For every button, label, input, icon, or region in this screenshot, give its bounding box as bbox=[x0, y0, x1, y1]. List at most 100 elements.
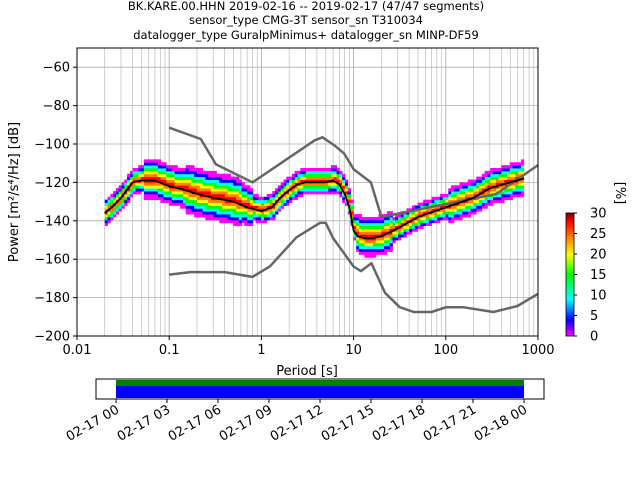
psd-cell bbox=[155, 162, 159, 166]
psd-cell bbox=[370, 242, 374, 247]
psd-cell bbox=[171, 165, 175, 169]
psd-cell bbox=[509, 193, 513, 198]
y-axis-label: Power [m²/s⁴/Hz] [dB] bbox=[7, 122, 22, 262]
psd-cell bbox=[129, 188, 134, 192]
psd-cell bbox=[210, 193, 215, 198]
psd-cell bbox=[515, 168, 519, 172]
psd-cell bbox=[333, 188, 337, 192]
psd-cell bbox=[356, 245, 360, 250]
psd-cell bbox=[174, 199, 178, 203]
psd-cell bbox=[370, 248, 374, 252]
psd-cell bbox=[308, 182, 312, 186]
psd-cell bbox=[431, 211, 435, 215]
psd-cell bbox=[249, 219, 254, 224]
psd-cell bbox=[367, 248, 371, 252]
psd-cell bbox=[361, 225, 365, 229]
psd-cell bbox=[199, 196, 203, 201]
psd-cell bbox=[174, 193, 178, 198]
psd-cell bbox=[456, 205, 460, 209]
psd-cell bbox=[289, 196, 293, 201]
psd-cell bbox=[384, 237, 388, 241]
psd-cell bbox=[492, 193, 497, 198]
psd-cell bbox=[512, 170, 516, 175]
psd-cell bbox=[378, 251, 382, 255]
psd-cell bbox=[319, 168, 324, 172]
psd-cell bbox=[216, 214, 220, 218]
psd-cell bbox=[364, 216, 368, 221]
psd-cell bbox=[297, 193, 301, 198]
psd-cell bbox=[252, 202, 256, 206]
psd-cell bbox=[498, 182, 502, 186]
psd-cell bbox=[194, 199, 198, 203]
psd-cell bbox=[160, 199, 164, 203]
psd-cell bbox=[146, 196, 150, 201]
psd-cell bbox=[303, 168, 307, 172]
psd-cell bbox=[174, 185, 178, 189]
psd-cell bbox=[370, 251, 374, 255]
psd-cell bbox=[118, 188, 122, 192]
psd-cell bbox=[386, 242, 391, 247]
psd-cell bbox=[177, 176, 181, 180]
psd-cell bbox=[490, 176, 494, 180]
psd-cell bbox=[160, 170, 164, 175]
psd-cell bbox=[286, 196, 290, 201]
model-lines bbox=[104, 126, 539, 314]
psd-cell bbox=[364, 240, 368, 244]
psd-cell bbox=[205, 214, 209, 218]
psd-cell bbox=[439, 193, 444, 198]
psd-cell bbox=[168, 202, 173, 206]
psd-cell bbox=[445, 216, 449, 221]
psd-cell bbox=[199, 214, 203, 218]
psd-cell bbox=[277, 208, 282, 212]
psd-cell bbox=[286, 179, 290, 183]
psd-cell bbox=[512, 165, 516, 169]
psd-cell bbox=[364, 225, 368, 229]
psd-cell bbox=[138, 188, 142, 192]
psd-cell bbox=[115, 191, 120, 195]
psd-cell bbox=[174, 176, 178, 180]
psd-cell bbox=[224, 188, 229, 192]
psd-cell bbox=[238, 185, 243, 189]
psd-cell bbox=[342, 179, 346, 183]
psd-cell bbox=[459, 193, 463, 198]
psd-cell bbox=[358, 240, 363, 244]
psd-cell bbox=[219, 188, 223, 192]
psd-cell bbox=[135, 191, 139, 195]
psd-cell bbox=[182, 202, 187, 206]
psd-cell bbox=[185, 170, 189, 175]
psd-cell bbox=[185, 208, 189, 212]
psd-cell bbox=[199, 211, 203, 215]
psd-cell bbox=[230, 196, 234, 201]
psd-cell bbox=[113, 205, 117, 209]
psd-cell bbox=[367, 254, 371, 258]
psd-cell bbox=[311, 182, 315, 186]
psd-cell bbox=[199, 170, 203, 175]
psd-cell bbox=[403, 216, 407, 221]
psd-cell bbox=[283, 179, 287, 183]
psd-cell bbox=[462, 188, 466, 192]
psd-cell bbox=[196, 173, 201, 178]
psd-cell bbox=[481, 199, 486, 203]
psd-cell bbox=[358, 214, 363, 218]
psd-cell bbox=[467, 205, 472, 209]
psd-cell bbox=[157, 185, 162, 189]
psd-cell bbox=[470, 188, 474, 192]
psd-cell bbox=[227, 211, 231, 215]
psd-cell bbox=[350, 214, 354, 218]
psd-cell bbox=[518, 193, 522, 198]
psd-cell bbox=[196, 179, 201, 183]
psd-cell bbox=[498, 176, 502, 180]
psd-cell bbox=[233, 211, 237, 215]
psd-cell bbox=[191, 205, 195, 209]
psd-cell bbox=[146, 170, 150, 175]
time-tick-label: 02-17 15 bbox=[319, 402, 377, 444]
y-tick-label: −100 bbox=[34, 138, 70, 153]
title-line-3: datalogger_type GuralpMinimus+ datalogge… bbox=[133, 28, 479, 42]
psd-cell bbox=[509, 170, 513, 175]
psd-cell bbox=[219, 185, 223, 189]
psd-cell bbox=[515, 182, 519, 186]
psd-cell bbox=[168, 196, 173, 201]
psd-cell bbox=[453, 193, 458, 198]
psd-cell bbox=[518, 191, 522, 195]
psd-cell bbox=[367, 245, 371, 250]
